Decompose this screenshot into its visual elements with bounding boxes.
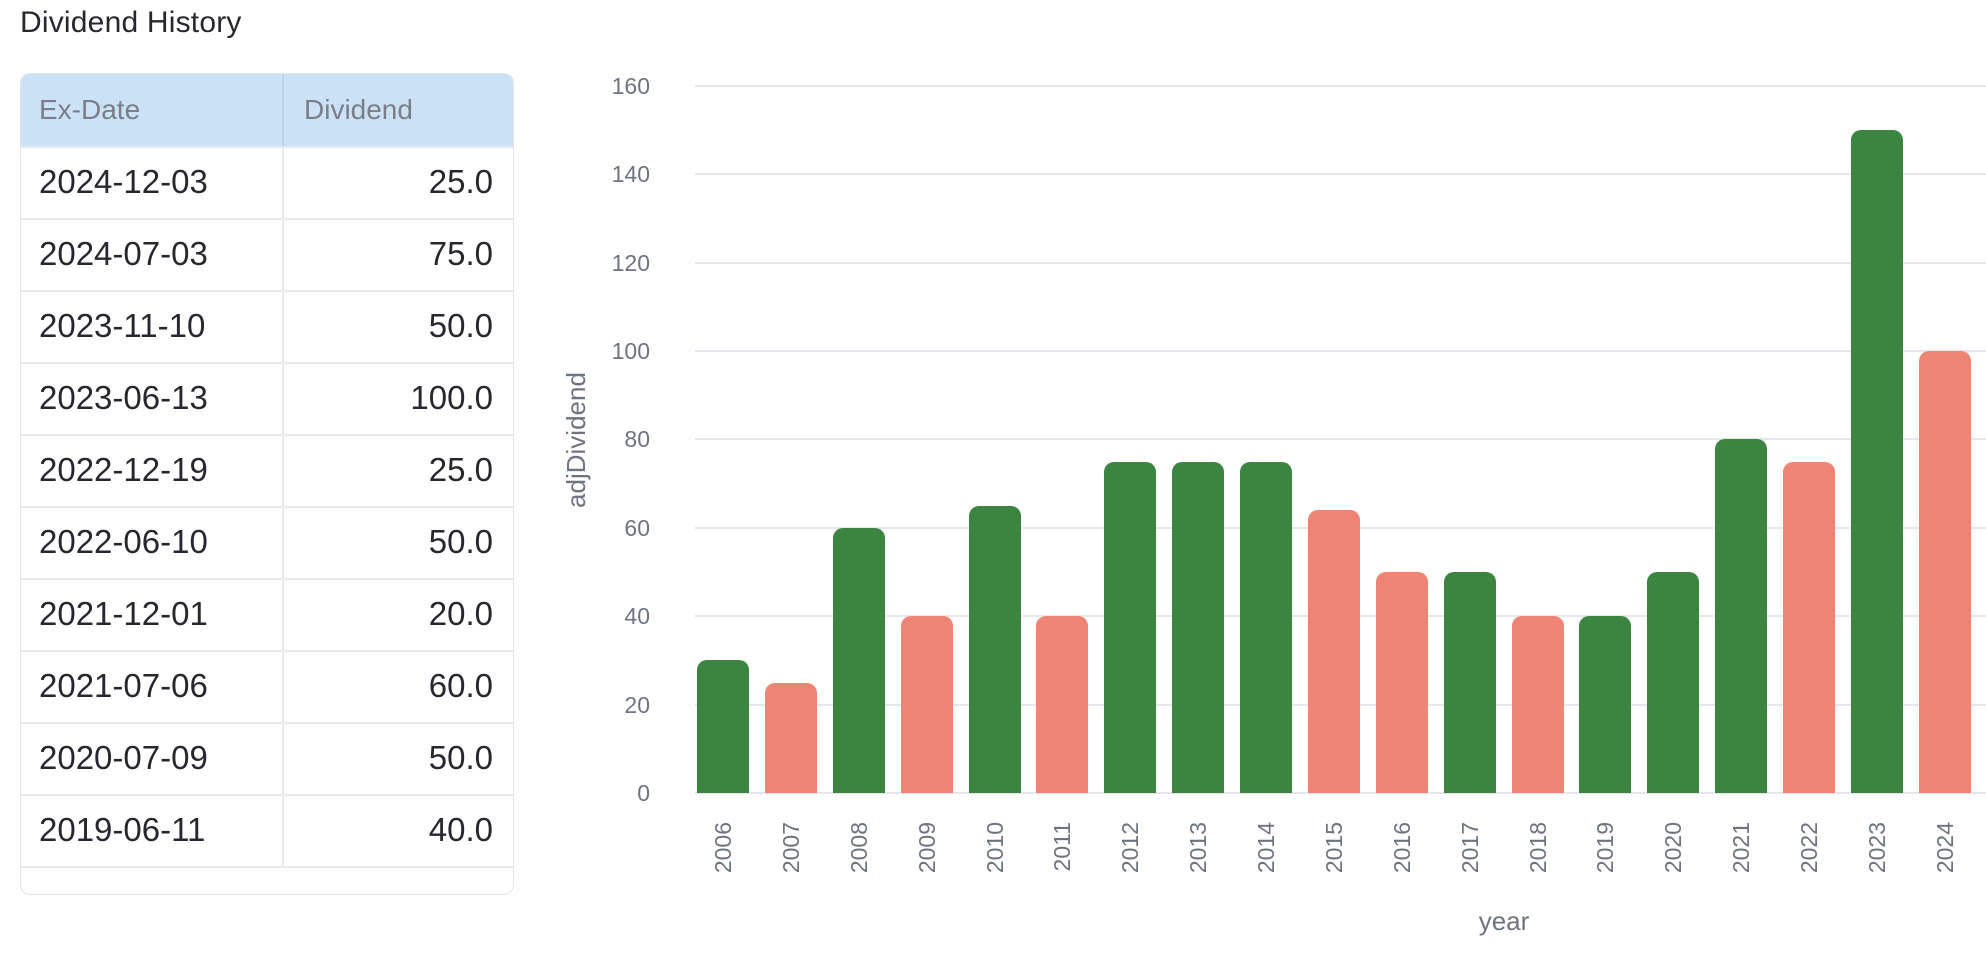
table-row: 2022-12-19 25.0 <box>21 434 513 506</box>
y-tick-label: 120 <box>611 249 650 276</box>
bar-2010[interactable] <box>968 505 1021 793</box>
bar-2007[interactable] <box>764 682 817 793</box>
cell-ex-date: 2022-12-19 <box>21 436 284 506</box>
gridline <box>695 261 1986 264</box>
y-axis-title: adjDividend <box>561 372 591 508</box>
y-tick-label: 80 <box>624 426 650 453</box>
x-tick-label: 2007 <box>777 822 804 874</box>
x-tick-label: 2020 <box>1660 822 1687 874</box>
gridline <box>695 615 1986 618</box>
page-title: Dividend History <box>20 6 242 39</box>
y-tick-label: 40 <box>624 603 650 630</box>
x-tick-label: 2017 <box>1456 822 1483 874</box>
table-row: 2024-12-03 25.0 <box>21 146 513 218</box>
table-row: 2021-07-06 60.0 <box>21 650 513 722</box>
bar-2020[interactable] <box>1647 572 1700 793</box>
bar-2013[interactable] <box>1172 461 1225 793</box>
table-row: 2023-06-13 100.0 <box>21 362 513 434</box>
x-tick-label: 2008 <box>845 822 872 874</box>
gridline <box>695 792 1986 794</box>
bar-2014[interactable] <box>1240 461 1293 793</box>
bar-2009[interactable] <box>900 616 953 793</box>
y-tick-label: 20 <box>624 691 650 718</box>
y-tick-label: 0 <box>637 780 650 806</box>
cell-dividend: 25.0 <box>428 163 493 200</box>
dividend-history-table[interactable]: Ex-Date Dividend 2024-12-03 25.0 2024-07-0… <box>20 73 514 895</box>
x-axis-title: year <box>1478 906 1530 936</box>
bar-2022[interactable] <box>1783 461 1836 793</box>
x-tick-label: 2006 <box>710 822 736 874</box>
cell-ex-date: 2024-12-03 <box>21 148 284 218</box>
x-tick-label: 2019 <box>1592 822 1619 874</box>
x-tick-label: 2021 <box>1728 822 1755 874</box>
cell-dividend: 100.0 <box>410 379 493 416</box>
bar-2015[interactable] <box>1307 510 1360 793</box>
table-empty-row <box>21 866 513 894</box>
bar-2006[interactable] <box>697 660 749 793</box>
cell-dividend: 50.0 <box>428 523 493 560</box>
x-tick-label: 2013 <box>1185 822 1212 874</box>
bar-2011[interactable] <box>1036 616 1089 793</box>
cell-dividend: 50.0 <box>428 307 493 344</box>
table-row: 2021-12-01 20.0 <box>21 578 513 650</box>
x-tick-label: 2024 <box>1931 822 1958 874</box>
gridline <box>695 438 1986 441</box>
y-tick-label: 60 <box>624 514 650 541</box>
x-tick-label: 2022 <box>1796 822 1823 874</box>
table-body: 2024-12-03 25.0 2024-07-03 75.0 2023-11-10 50… <box>21 146 513 894</box>
gridline <box>695 350 1986 352</box>
bar-2023[interactable] <box>1850 130 1903 793</box>
bar-2017[interactable] <box>1443 572 1496 793</box>
cell-ex-date: 2023-06-13 <box>21 364 284 434</box>
bar-2021[interactable] <box>1715 439 1768 793</box>
column-header-ex-date: Ex-Date <box>21 74 284 146</box>
y-tick-label: 100 <box>611 338 650 364</box>
y-tick-label: 140 <box>611 161 650 188</box>
x-tick-label: 2012 <box>1117 822 1144 874</box>
cell-ex-date: 2021-12-01 <box>21 580 284 650</box>
column-header-dividend: Dividend <box>304 94 413 125</box>
table-row: 2024-07-03 75.0 <box>21 218 513 290</box>
x-tick-label: 2014 <box>1253 822 1280 874</box>
x-tick-label: 2011 <box>1049 822 1076 872</box>
bar-2024[interactable] <box>1918 351 1971 793</box>
x-tick-label: 2010 <box>981 822 1008 874</box>
gridline <box>695 173 1986 176</box>
cell-ex-date: 2023-11-10 <box>21 292 284 362</box>
cell-ex-date: 2020-07-09 <box>21 724 284 794</box>
cell-dividend: 25.0 <box>428 451 493 488</box>
bar-2018[interactable] <box>1511 616 1564 793</box>
cell-dividend: 60.0 <box>428 667 493 704</box>
bar-2012[interactable] <box>1104 461 1157 793</box>
bar-2008[interactable] <box>832 527 885 793</box>
gridline <box>695 84 1986 87</box>
cell-dividend: 40.0 <box>428 811 493 848</box>
table-row: 2019-06-11 40.0 <box>21 794 513 866</box>
cell-ex-date: 2021-07-06 <box>21 652 284 722</box>
bar-2019[interactable] <box>1579 616 1632 793</box>
gridline <box>695 526 1986 529</box>
x-tick-label: 2009 <box>913 822 940 874</box>
x-tick-label: 2016 <box>1388 822 1415 874</box>
table-row: 2023-11-10 50.0 <box>21 290 513 362</box>
table-row: 2022-06-10 50.0 <box>21 506 513 578</box>
x-tick-label: 2018 <box>1524 822 1551 874</box>
x-tick-label: 2023 <box>1863 822 1890 874</box>
bar-2016[interactable] <box>1375 572 1428 793</box>
cell-ex-date: 2019-06-11 <box>21 796 284 866</box>
cell-dividend: 50.0 <box>428 739 493 776</box>
cell-ex-date: 2022-06-10 <box>21 508 284 578</box>
gridline <box>695 703 1986 706</box>
table-header-row: Ex-Date Dividend <box>21 74 513 146</box>
x-tick-label: 2015 <box>1320 822 1347 874</box>
table-row: 2020-07-09 50.0 <box>21 722 513 794</box>
y-tick-label: 160 <box>611 72 650 99</box>
cell-dividend: 75.0 <box>428 235 493 272</box>
cell-dividend: 20.0 <box>428 595 493 632</box>
cell-ex-date: 2024-07-03 <box>21 220 284 290</box>
